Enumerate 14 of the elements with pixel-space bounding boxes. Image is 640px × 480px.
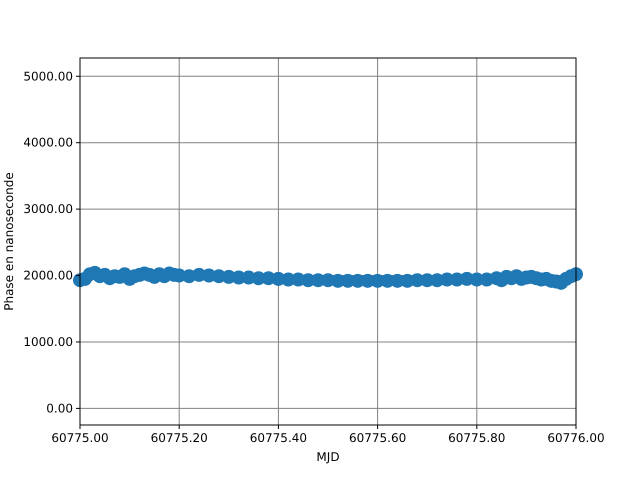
y-tick-label: 2000.00: [23, 268, 73, 283]
x-tick-label: 60775.00: [51, 431, 109, 445]
x-tick-label: 60776.00: [547, 431, 605, 445]
y-tick-label: 0.00: [46, 401, 73, 416]
x-axis-title: MJD: [316, 450, 340, 464]
y-tick-label: 1000.00: [23, 334, 73, 349]
x-tick-label: 60775.20: [150, 431, 208, 445]
y-tick-label: 3000.00: [23, 202, 73, 216]
y-tick-label: 5000.00: [23, 69, 73, 84]
x-tick-label: 60775.80: [448, 431, 506, 445]
y-tick-label: 4000.00: [23, 136, 73, 150]
y-axis-title: Phase en nanoseconde: [2, 172, 16, 311]
x-tick-label: 60775.60: [348, 431, 406, 445]
x-tick-label: 60775.40: [250, 431, 308, 445]
